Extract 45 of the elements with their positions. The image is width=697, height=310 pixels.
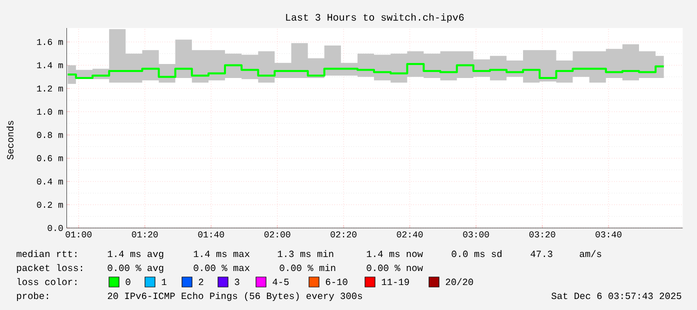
text: packet loss:	[17, 264, 82, 273]
text: median rtt:	[16, 250, 76, 258]
text: 3	[234, 278, 240, 286]
y-tick-label: 1.4 m	[37, 62, 63, 68]
text: 0.00 % min	[280, 264, 336, 272]
text: Sat Dec 6 03:57:43 2025	[552, 292, 682, 300]
text: 0.0 ms sd	[452, 250, 502, 258]
x-tick-label: 01:00	[66, 231, 92, 238]
text: 1.4 ms avg	[108, 250, 164, 259]
text: 1.3 ms min	[278, 250, 334, 258]
text: am/s	[580, 250, 602, 258]
x-tick-label: 02:20	[330, 231, 356, 238]
y-tick-label: 0.2 m	[36, 202, 63, 208]
x-tick-label: 02:40	[396, 231, 423, 238]
x-tick-label: 01:40	[198, 231, 224, 238]
text: 0.00 % avg	[108, 264, 164, 273]
text: 1	[162, 278, 166, 285]
text: loss color:	[17, 278, 76, 286]
text: 20 IPv6-ICMP Echo Pings (56 Bytes) every 300s	[108, 292, 362, 301]
y-tick-label: 1.0 m	[37, 108, 63, 115]
x-tick-label: 01:20	[132, 231, 158, 238]
x-tick-label: 03:00	[463, 231, 489, 238]
chart-title: Last 3 Hours to switch.ch-ipv6	[286, 13, 464, 23]
y-tick-label: 1.2 m	[37, 85, 63, 92]
text: 2	[198, 278, 204, 285]
text: probe:	[17, 292, 48, 301]
y-tick-label: 1.6 m	[37, 38, 63, 45]
text: 0.00 % now	[366, 264, 423, 272]
text: 20/20	[446, 278, 474, 286]
y-tick-label: 0.6 m	[36, 155, 63, 162]
text: 1.4 ms max	[194, 250, 250, 258]
y-axis-title: Seconds	[6, 120, 14, 160]
text: 0	[126, 278, 130, 286]
text: 11-19	[382, 278, 409, 286]
y-tick-label: 0.8 m	[36, 132, 63, 138]
text: 47.3	[530, 250, 552, 258]
x-tick-label: 03:40	[596, 231, 622, 238]
y-tick-label: 0.0	[48, 224, 63, 232]
x-tick-label: 02:00	[264, 231, 290, 238]
x-tick-label: 03:20	[529, 231, 556, 238]
text: 4-5	[272, 278, 289, 286]
text: 0.00 % max	[194, 264, 250, 272]
text: 1.4 ms now	[366, 250, 423, 258]
text: 6-10	[326, 278, 348, 286]
y-tick-label: 0.4 m	[36, 178, 63, 185]
